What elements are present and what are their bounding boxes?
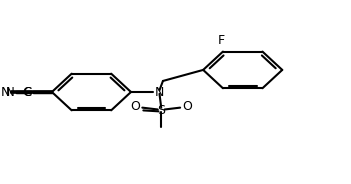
Text: O: O xyxy=(182,100,192,113)
Text: S: S xyxy=(157,104,165,117)
Text: N: N xyxy=(1,86,10,98)
Text: C: C xyxy=(22,86,31,98)
Text: N: N xyxy=(6,86,15,98)
Text: F: F xyxy=(218,34,225,47)
Text: C: C xyxy=(24,86,32,98)
Text: N: N xyxy=(155,86,164,98)
Text: O: O xyxy=(131,100,141,113)
